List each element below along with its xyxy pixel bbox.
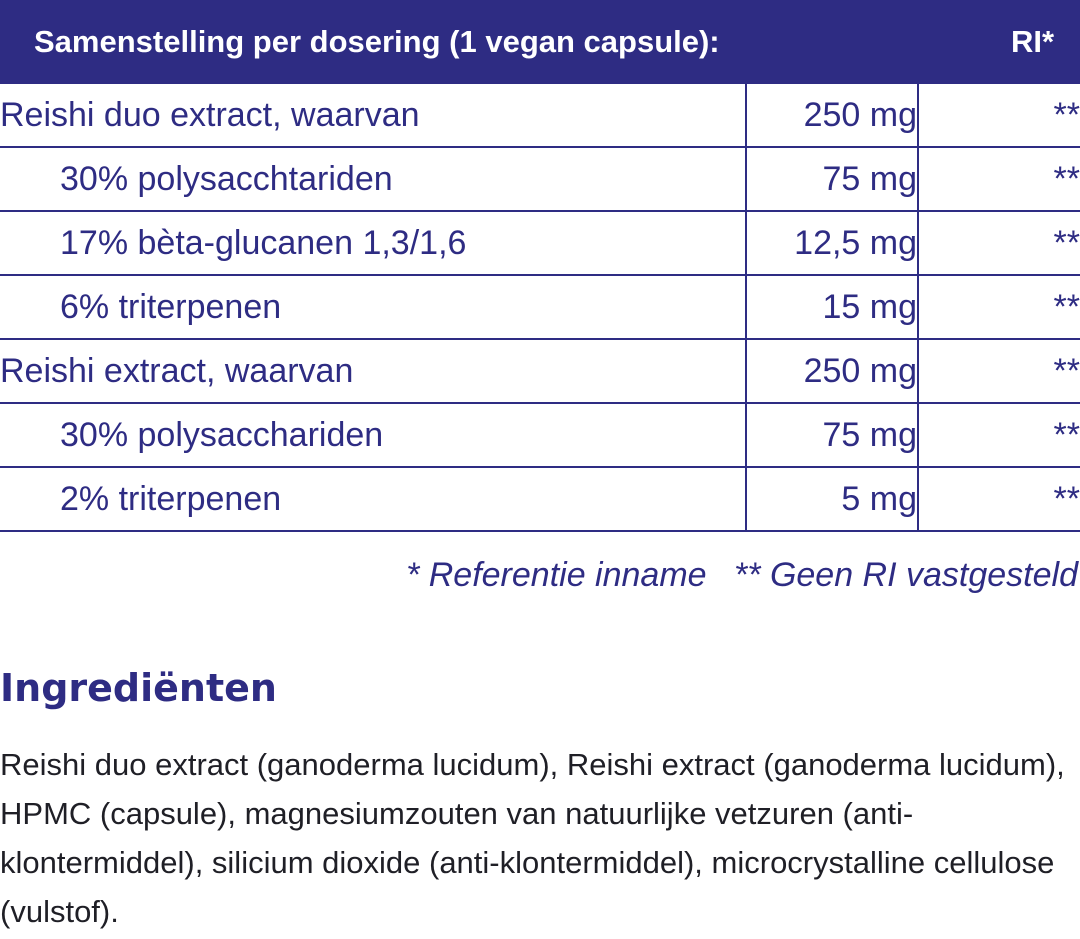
row-ingredient-name: Reishi duo extract, waarvan bbox=[0, 84, 747, 148]
row-ingredient-name: 30% polysacchariden bbox=[0, 402, 747, 468]
row-ri-value: ** bbox=[917, 210, 1080, 276]
row-ri-value: ** bbox=[917, 84, 1080, 148]
table-row: 30% polysacchtariden 75 mg ** bbox=[0, 146, 1080, 212]
row-amount: 75 mg bbox=[744, 402, 920, 468]
ingredients-heading: Ingrediënten bbox=[0, 666, 277, 710]
table-header-row: Samenstelling per dosering (1 vegan caps… bbox=[0, 0, 1080, 84]
table-row: 30% polysacchariden 75 mg ** bbox=[0, 402, 1080, 468]
footnote-ri: * Referentie inname bbox=[406, 556, 707, 594]
row-ri-value: ** bbox=[917, 274, 1080, 340]
table-row: 6% triterpenen 15 mg ** bbox=[0, 274, 1080, 340]
footnote: * Referentie inname ** Geen RI vastgeste… bbox=[406, 556, 1078, 595]
row-amount: 5 mg bbox=[744, 466, 920, 532]
table-header-title: Samenstelling per dosering (1 vegan caps… bbox=[0, 0, 919, 84]
row-amount: 75 mg bbox=[744, 146, 920, 212]
table-row: 2% triterpenen 5 mg ** bbox=[0, 466, 1080, 532]
table-row: Reishi duo extract, waarvan 250 mg ** bbox=[0, 84, 1080, 148]
row-ri-value: ** bbox=[917, 146, 1080, 212]
row-ingredient-name: 6% triterpenen bbox=[0, 274, 747, 340]
table-row: 17% bèta-glucanen 1,3/1,6 12,5 mg ** bbox=[0, 210, 1080, 276]
ingredients-text: Reishi duo extract (ganoderma lucidum), … bbox=[0, 747, 1065, 929]
row-ingredient-name: 17% bèta-glucanen 1,3/1,6 bbox=[0, 210, 747, 276]
row-ri-value: ** bbox=[917, 338, 1080, 404]
row-ingredient-name: Reishi extract, waarvan bbox=[0, 338, 747, 404]
row-ingredient-name: 2% triterpenen bbox=[0, 466, 747, 532]
row-amount: 250 mg bbox=[744, 84, 920, 148]
table-row: Reishi extract, waarvan 250 mg ** bbox=[0, 338, 1080, 404]
row-amount: 12,5 mg bbox=[744, 210, 920, 276]
row-amount: 15 mg bbox=[744, 274, 920, 340]
row-ri-value: ** bbox=[917, 466, 1080, 532]
row-amount: 250 mg bbox=[744, 338, 920, 404]
composition-table: Samenstelling per dosering (1 vegan caps… bbox=[0, 0, 1080, 532]
footnote-no-ri: ** Geen RI vastgesteld bbox=[734, 556, 1078, 594]
row-ri-value: ** bbox=[917, 402, 1080, 468]
row-ingredient-name: 30% polysacchtariden bbox=[0, 146, 747, 212]
table-header-ri: RI* bbox=[918, 0, 1080, 84]
